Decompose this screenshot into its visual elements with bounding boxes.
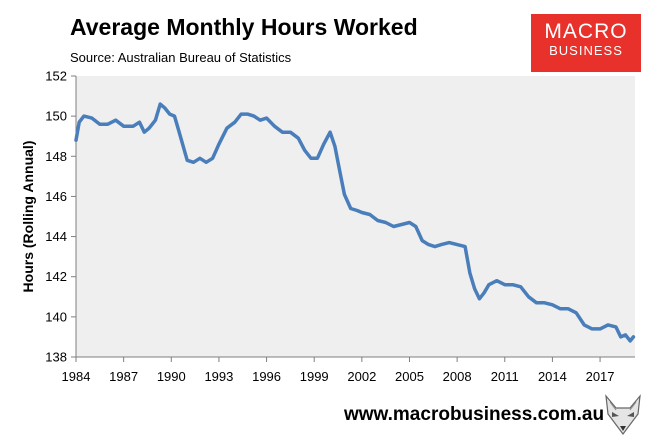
plot-area [76, 76, 635, 357]
x-tick-label: 1990 [157, 369, 186, 384]
x-tick-label: 2008 [443, 369, 472, 384]
series-line-hours-worked [74, 102, 636, 343]
y-tick-label: 152 [45, 69, 67, 84]
y-tick-label: 144 [45, 229, 67, 244]
logo-line-2: BUSINESS [549, 43, 623, 58]
x-tick-label: 1987 [109, 369, 138, 384]
x-tick-label: 2011 [491, 369, 519, 384]
x-tick-label: 2005 [395, 369, 424, 384]
x-tick-label: 2002 [347, 369, 376, 384]
footer-url: www.macrobusiness.com.au [344, 404, 605, 425]
y-tick-label: 148 [45, 149, 67, 164]
y-tick-label: 140 [45, 309, 67, 324]
x-tick-label: 1984 [62, 369, 91, 384]
chart-title: Average Monthly Hours Worked [70, 14, 418, 40]
y-axis-label: Hours (Rolling Annual) [20, 141, 36, 293]
x-tick-label: 2014 [538, 369, 567, 384]
y-tick-label: 146 [45, 189, 67, 204]
x-tick-label: 1993 [204, 369, 233, 384]
chart-subtitle: Source: Australian Bureau of Statistics [70, 50, 292, 65]
y-tick-label: 150 [45, 109, 67, 124]
fox-mascot-icon [605, 394, 641, 435]
macrobusiness-logo: MACRO BUSINESS [531, 14, 641, 72]
x-tick-label: 2017 [586, 369, 615, 384]
y-tick-label: 138 [45, 350, 67, 365]
x-tick-label: 1996 [252, 369, 281, 384]
x-tick-label: 1999 [300, 369, 329, 384]
y-tick-label: 142 [45, 269, 67, 284]
logo-line-1: MACRO [544, 20, 628, 43]
